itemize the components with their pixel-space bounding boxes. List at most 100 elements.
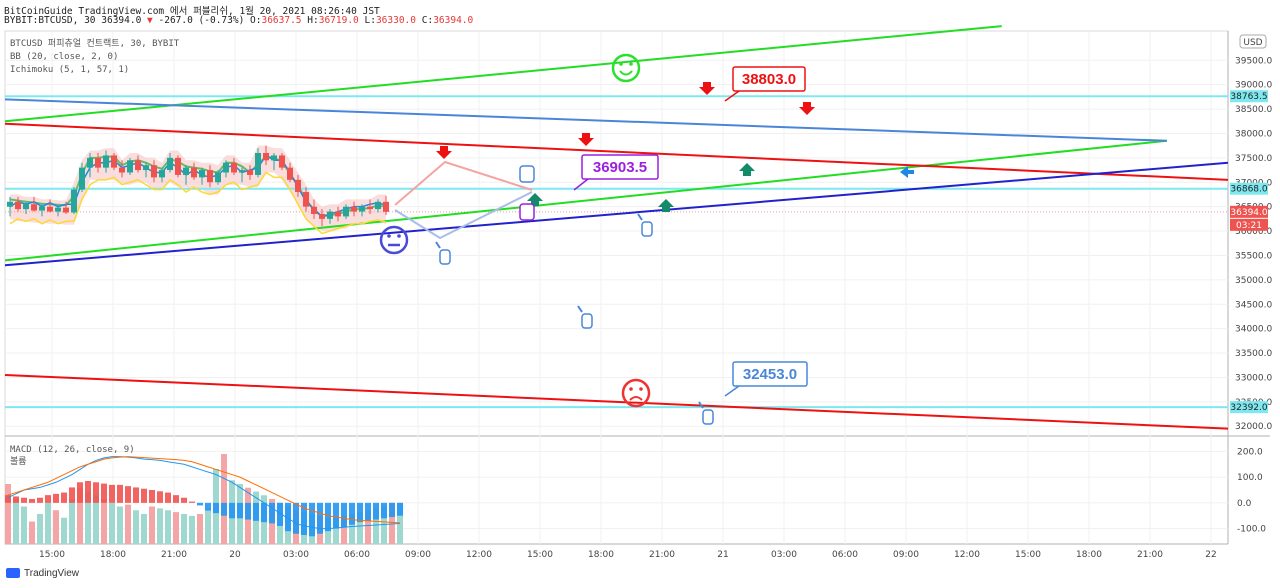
candle-body: [95, 157, 101, 168]
high-value: 36719.0: [318, 15, 359, 26]
pointing-hand-finger-icon: [637, 213, 643, 221]
candle-body: [303, 192, 309, 207]
up-arrow-icon: [658, 199, 674, 212]
candle-body: [111, 155, 117, 168]
price-tag-label: 38763.5: [1230, 92, 1267, 102]
sad-face-eye-icon: [639, 387, 643, 391]
publish-info: BitCoinGuide TradingView.com 에서 퍼블리쉬, 1월…: [4, 6, 380, 17]
macd-histogram-bar: [133, 487, 139, 503]
candle-body: [87, 157, 93, 168]
volume-bar: [21, 506, 27, 544]
pointing-hand-icon: [702, 409, 714, 425]
footer-brand[interactable]: TradingView: [6, 568, 79, 579]
volume-bar: [205, 508, 211, 544]
macd-histogram-bar: [141, 488, 147, 503]
pointing-hand-icon: [519, 203, 535, 221]
macd-histogram-bar: [357, 502, 363, 523]
x-tick-label: 03:00: [283, 550, 309, 560]
price-tag: [1230, 182, 1268, 195]
projection-path-down: [394, 191, 533, 240]
macd-histogram-bar: [237, 502, 243, 519]
y-tick-label: 37500.0: [1235, 154, 1272, 164]
happy-face-mouth-icon: [619, 70, 633, 76]
volume-bar: [197, 514, 203, 544]
legend-ichimoku: Ichimoku (5, 1, 57, 1): [10, 65, 130, 75]
macd-legend: MACD (12, 26, close, 9) 볼륨: [10, 444, 135, 468]
volume-bar: [357, 512, 363, 544]
macd-histogram-bar: [213, 502, 219, 514]
macd-histogram-bar: [165, 492, 171, 503]
macd-histogram-bar: [285, 502, 291, 532]
macd-histogram-bar: [341, 502, 347, 528]
volume-bar: [341, 515, 347, 544]
candle-body: [239, 170, 245, 173]
macd-histogram-bar: [197, 502, 203, 506]
change: -267.0 (-0.73%): [158, 15, 245, 26]
pointing-hand-icon: [581, 313, 593, 329]
macd-histogram-bar: [381, 502, 387, 519]
candle-body: [375, 201, 381, 210]
price-tag: [1230, 401, 1268, 414]
macd-histogram-bar: [69, 487, 75, 503]
candle-body: [223, 162, 229, 173]
volume-bar: [397, 502, 403, 544]
y-tick-label: 36000.0: [1235, 227, 1272, 237]
price-tag-label: 03:21: [1236, 221, 1262, 231]
volume-bar: [181, 514, 187, 544]
candle-body: [167, 157, 173, 171]
open-value: 36637.5: [261, 15, 302, 26]
macd-histogram-bar: [389, 502, 395, 517]
macd-histogram-bar: [221, 502, 227, 516]
symbol: BYBIT:BTCUSD, 30: [4, 15, 96, 26]
volume-bar: [125, 504, 131, 544]
currency-badge-label: USD: [1243, 38, 1262, 48]
candle-body: [263, 152, 269, 161]
trend-line-red-lower: [4, 374, 1229, 430]
macd-histogram-bar: [269, 502, 275, 524]
candle-body: [327, 211, 333, 219]
y-tick-label: 39500.0: [1235, 56, 1272, 66]
macd-histogram-bar: [13, 496, 19, 503]
price-tag: [1230, 218, 1268, 231]
volume-bar: [149, 506, 155, 544]
currency-badge: [1239, 34, 1267, 49]
callout-box: [581, 154, 659, 180]
tradingview-logo-icon: [6, 568, 20, 579]
indicator-legend: BTCUSD 퍼피츄얼 컨트랙트, 30, BYBIT BB (20, clos…: [10, 38, 179, 77]
legend-bb: BB (20, close, 2, 0): [10, 52, 119, 62]
x-tick-label: 20: [229, 550, 241, 560]
volume-bar: [77, 487, 83, 544]
volume-bar: [37, 514, 43, 544]
callout-label: 36903.5: [593, 159, 647, 176]
down-arrow-icon: [578, 133, 594, 146]
trend-line-green-lower: [4, 139, 1167, 262]
macd-histogram-bar: [125, 486, 131, 503]
macd-tick-label: 0.0: [1237, 499, 1252, 509]
trend-line-red-upper: [4, 122, 1229, 181]
volume-bar: [93, 495, 99, 544]
macd-histogram-bar: [317, 502, 323, 534]
callout-tail: [724, 385, 740, 397]
candle-body: [143, 165, 149, 171]
last-price: 36394.0: [101, 15, 142, 26]
left-arrow-icon: [900, 166, 914, 178]
y-tick-label: 34500.0: [1235, 300, 1272, 310]
x-tick-label: 03:00: [771, 550, 797, 560]
macd-histogram-bar: [37, 497, 43, 503]
candle-body: [79, 167, 85, 190]
volume-bar: [165, 510, 171, 544]
candle-body: [279, 155, 285, 168]
x-tick-label: 09:00: [405, 550, 431, 560]
macd-histogram-bar: [189, 501, 195, 503]
candle-body: [47, 206, 53, 212]
candle-body: [127, 160, 133, 173]
volume-bar: [349, 514, 355, 544]
macd-histogram-bar: [117, 484, 123, 503]
x-tick-label: 15:00: [1015, 550, 1041, 560]
trend-line-blue: [4, 161, 1229, 267]
y-tick-label: 34000.0: [1235, 325, 1272, 335]
macd-histogram-bar: [205, 502, 211, 511]
callout-tail: [724, 90, 740, 102]
macd-histogram-bar: [261, 502, 267, 523]
